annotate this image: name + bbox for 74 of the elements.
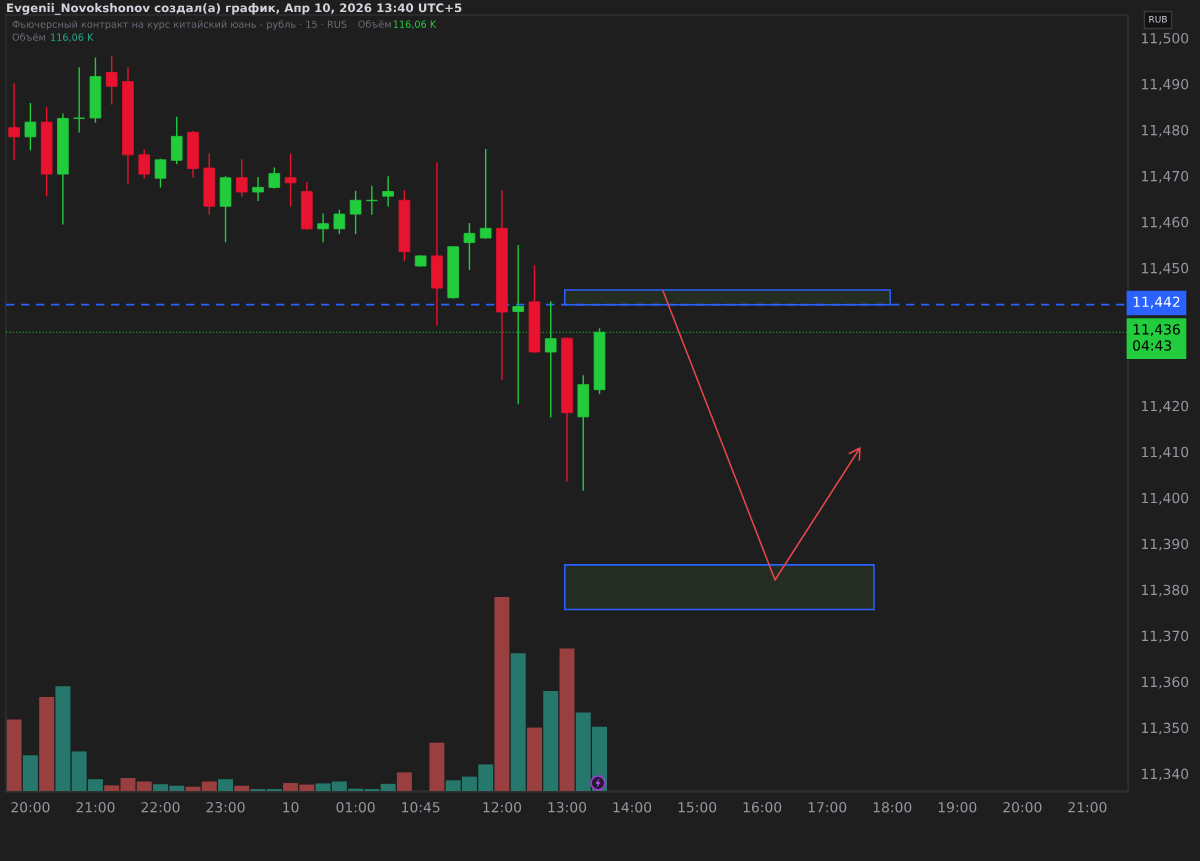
bar — [396, 772, 412, 791]
candlestick — [170, 116, 183, 165]
bar — [39, 696, 55, 791]
bar — [543, 691, 559, 791]
y-tick-label: 11,470 — [1142, 170, 1189, 183]
y-tick-label: 11,400 — [1142, 492, 1189, 505]
bar — [527, 727, 542, 791]
x-tick-label: 14:00 — [613, 801, 652, 813]
bar — [218, 779, 233, 791]
candlestick — [154, 158, 167, 188]
bar — [559, 648, 575, 791]
bar — [22, 755, 38, 791]
candlestick — [105, 56, 118, 105]
y-tick-label: 11,390 — [1142, 538, 1189, 551]
x-tick-label: 21:00 — [76, 801, 115, 813]
annotation: 116,06 K — [51, 33, 94, 42]
x-tick-label: 23:00 — [206, 801, 245, 813]
candlestick — [284, 153, 297, 207]
y-tick-label: 11,410 — [1142, 446, 1189, 459]
ref-line-label: 11,442 — [1133, 296, 1180, 309]
candlestick — [252, 177, 264, 201]
x-tick-label: 10 — [283, 801, 299, 813]
x-tick-label: 13:00 — [548, 801, 587, 813]
y-tick-label: 11,360 — [1142, 676, 1189, 689]
x-tick-label: 16:00 — [743, 801, 782, 813]
x-tick-label: 01:00 — [336, 801, 375, 813]
y-tick-label: 11,500 — [1142, 32, 1189, 45]
x-tick-label: 19:00 — [938, 801, 977, 813]
candlestick — [73, 67, 85, 133]
y-tick-label: 11,380 — [1142, 584, 1189, 597]
candlestick — [333, 209, 346, 235]
x-tick-label: 12:00 — [483, 801, 522, 813]
bar — [234, 785, 250, 791]
y-tick-label: 11,450 — [1142, 262, 1189, 275]
candlestick — [382, 176, 394, 207]
y-tick-label: 11,480 — [1142, 124, 1189, 137]
x-tick-label: 21:00 — [1068, 801, 1107, 813]
annotation: 116,06 K — [393, 20, 437, 29]
bar — [55, 686, 71, 791]
text: Фьючерсный контракт на курс китайский юань - рубль · 15 · RUS — [12, 20, 347, 30]
y-tick-label: 11,350 — [1142, 722, 1189, 735]
bar — [136, 781, 152, 791]
candlestick — [349, 190, 362, 235]
x-tick-label: 20:00 — [11, 801, 50, 813]
candlestick — [138, 149, 150, 179]
y-tick-label: 11,460 — [1142, 216, 1189, 229]
x-tick-label: 22:00 — [141, 801, 180, 813]
x-tick-label: 15:00 — [678, 801, 717, 813]
bar — [201, 781, 217, 791]
annotation: Объём — [358, 20, 391, 28]
bar — [380, 783, 396, 791]
chart-title: Evgenii_Novokshonov создал(а) график, Апр 10, 2026 13:40 UTC+5 — [7, 3, 462, 15]
ref-line-label: 11,436 04:43 — [1133, 324, 1180, 351]
y-tick-label: 11,370 — [1142, 630, 1189, 643]
y-tick-label: 11,420 — [1142, 400, 1189, 413]
x-tick-label: 10:45 — [402, 801, 440, 813]
candlestick — [8, 83, 20, 161]
y-tick-label: 11,490 — [1142, 78, 1189, 91]
x-tick-label: 18:00 — [873, 801, 912, 813]
candlestick — [317, 213, 329, 243]
y-tick-label: 11,340 — [1142, 768, 1189, 781]
bar — [494, 597, 510, 791]
candlestick — [463, 223, 476, 270]
candlestick — [268, 167, 281, 189]
bar — [429, 742, 445, 791]
bar — [510, 653, 526, 791]
x-tick-label: 17:00 — [808, 801, 847, 813]
candlestick — [24, 103, 37, 151]
bar — [6, 719, 22, 791]
text: RUB — [1149, 15, 1167, 23]
candlestick — [479, 149, 492, 239]
annotation: Объём — [12, 33, 45, 41]
x-tick-label: 20:00 — [1003, 801, 1042, 813]
candlestick — [236, 159, 248, 197]
